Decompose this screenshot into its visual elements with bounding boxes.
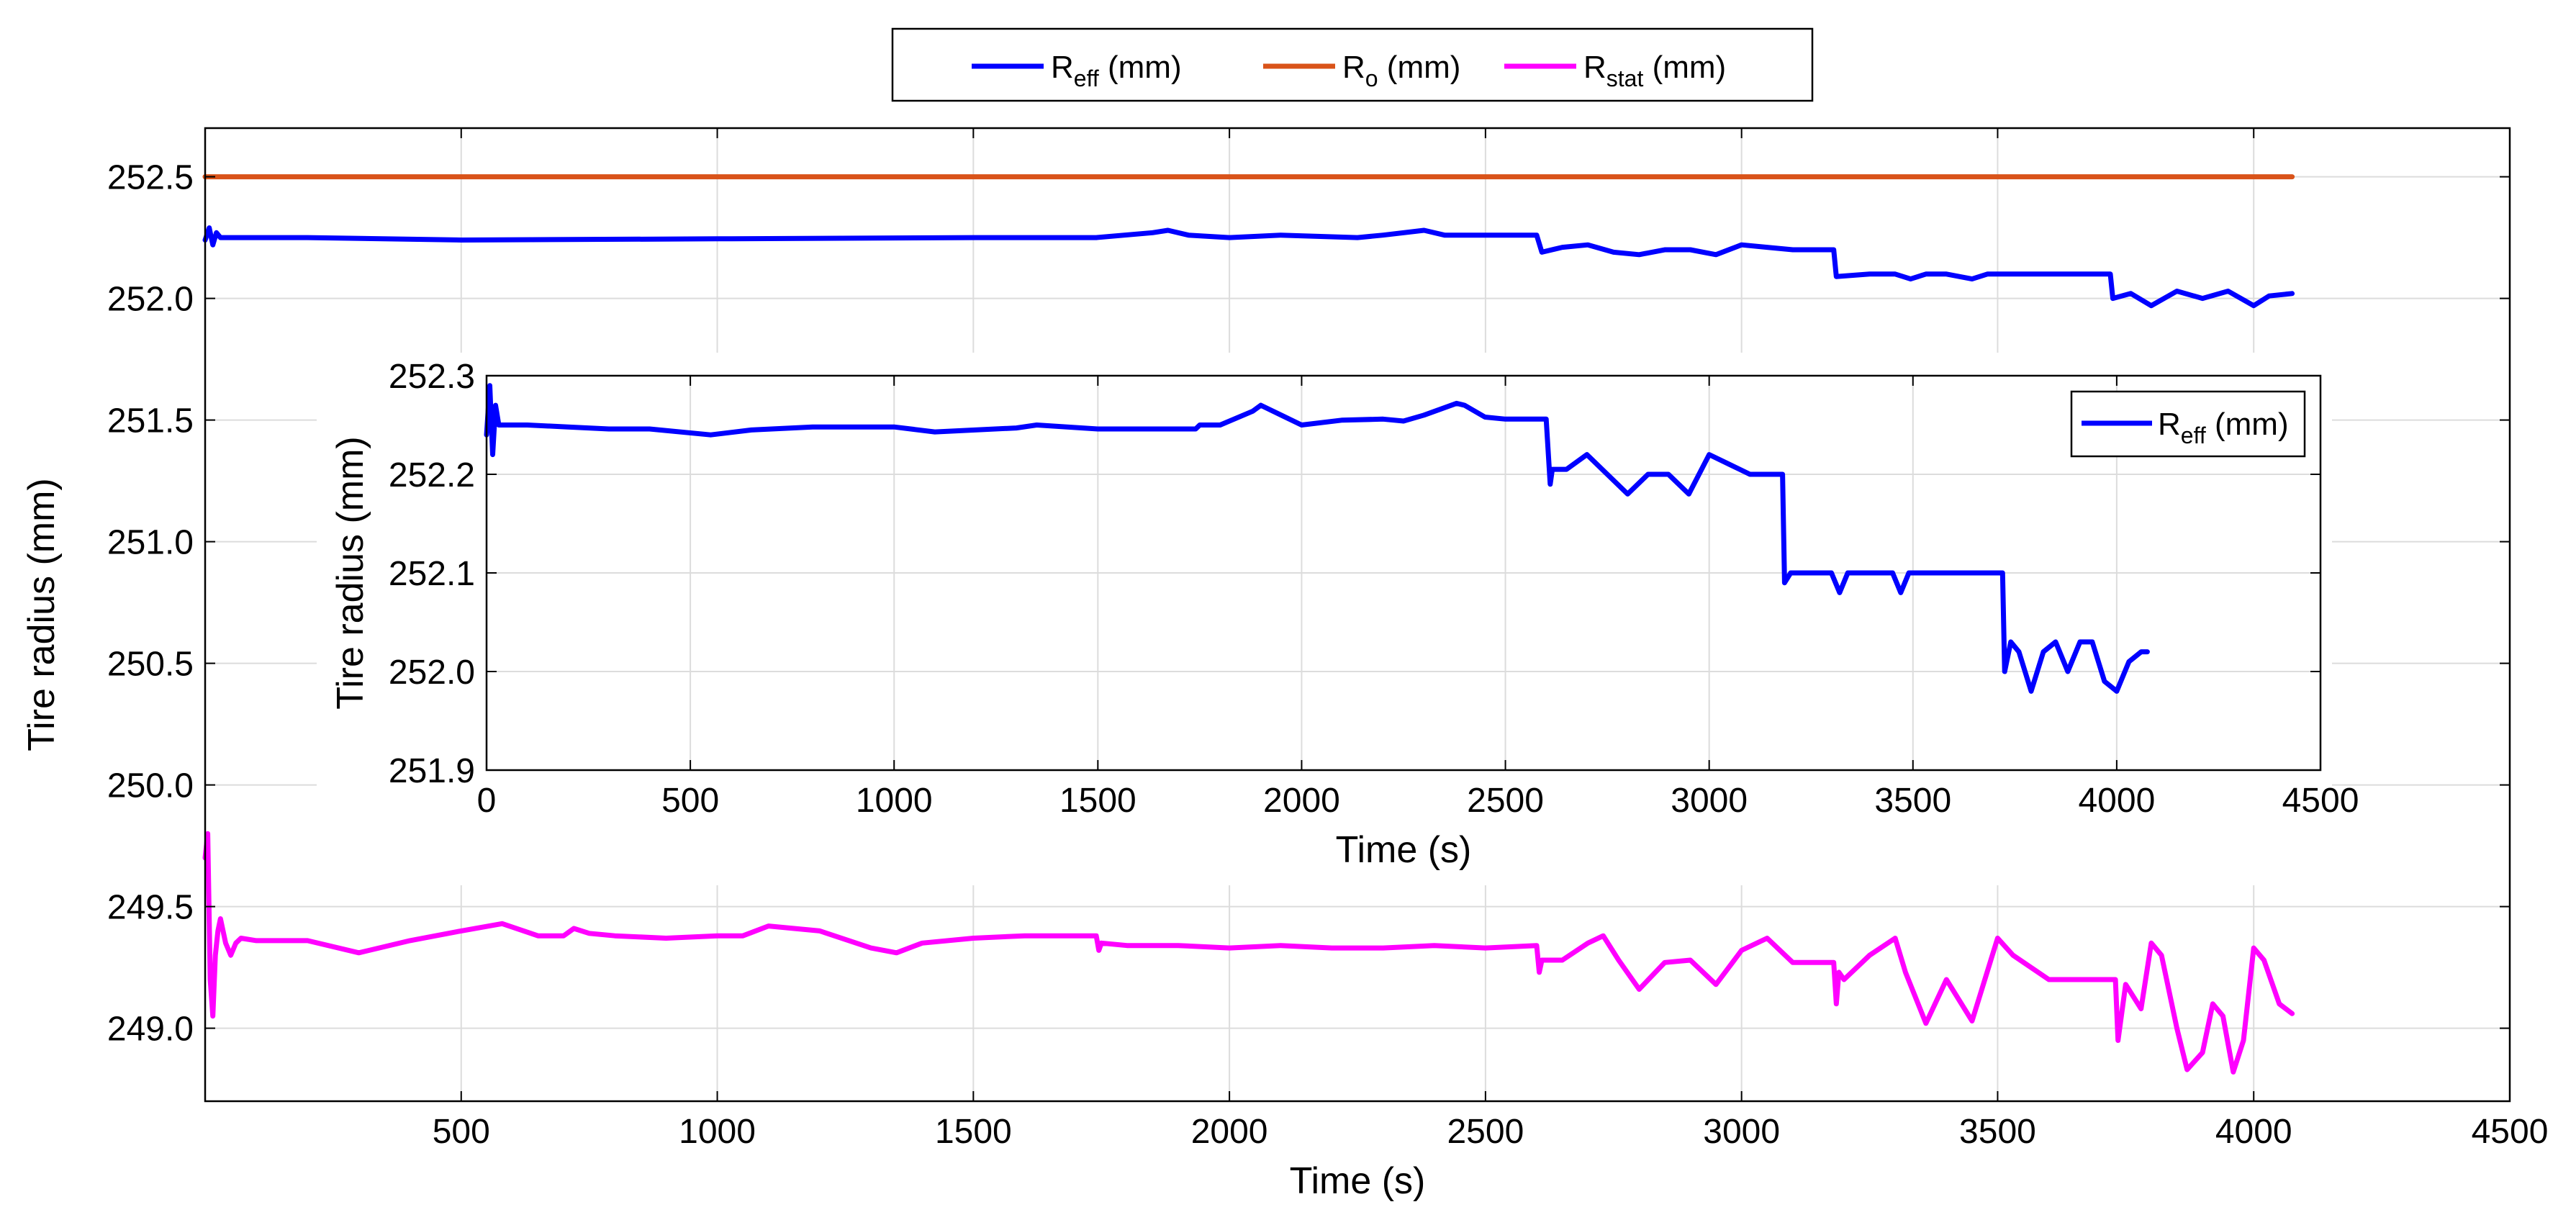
series-line-rstatmm — [202, 831, 2295, 1075]
inset-x-tick-label: 2000 — [1263, 782, 1340, 820]
inset-x-tick-label: 1500 — [1059, 782, 1136, 820]
legend-label-rstatmm-main: R — [1583, 50, 1606, 85]
legend-label-rstatmm: Rstat (mm) — [1583, 50, 1726, 91]
main-y-tick-label: 252.5 — [107, 159, 194, 197]
main-x-tick-label: 3500 — [1959, 1113, 2036, 1151]
inset-y-tick-label: 252.1 — [389, 555, 475, 593]
inset-y-tick-label: 252.3 — [389, 358, 475, 396]
inset-legend: Reff (mm) — [2070, 390, 2306, 458]
main-y-tick-label: 251.5 — [107, 402, 194, 440]
inset-x-axis-label: Time (s) — [1336, 829, 1472, 871]
main-x-axis-label: Time (s) — [1290, 1160, 1426, 1202]
legend-label-reff-unit: (mm) — [2206, 407, 2289, 442]
main-y-tick-label: 251.0 — [107, 524, 194, 562]
inset-x-tick-label: 500 — [661, 782, 719, 820]
main-x-tick-label: 4500 — [2472, 1113, 2549, 1151]
inset-x-tick-label: 2500 — [1467, 782, 1544, 820]
main-x-tick-label: 3000 — [1703, 1113, 1780, 1151]
legend-label-romm-unit: (mm) — [1378, 50, 1461, 85]
legend-label-reffmm: Reff (mm) — [1051, 50, 1182, 91]
inset-y-tick-label: 252.0 — [389, 654, 475, 692]
inset-x-tick-label: 1000 — [856, 782, 933, 820]
main-legend-box — [891, 27, 1814, 102]
inset-chart: 0 500 1000 1500 2000 2500 3000 3500 4000 4500 251.… — [317, 353, 2359, 885]
main-x-tick-label: 1500 — [935, 1113, 1012, 1151]
main-x-tick-label: 500 — [433, 1113, 490, 1151]
main-y-tick-label: 249.5 — [107, 889, 194, 927]
inset-x-tick-label: 4500 — [2282, 782, 2359, 820]
main-y-tick-label: 249.0 — [107, 1011, 194, 1049]
main-y-tick-label: 252.0 — [107, 281, 194, 319]
main-x-tick-label: 2500 — [1447, 1113, 1524, 1151]
inset-y-tick-label: 251.9 — [389, 752, 475, 790]
legend-label-reff: Reff (mm) — [2158, 407, 2289, 448]
inset-x-tick-label: 4000 — [2078, 782, 2155, 820]
series-line-reffmm — [484, 383, 2150, 694]
inset-x-tick-label: 3500 — [1874, 782, 1951, 820]
legend-label-reffmm-unit: (mm) — [1099, 50, 1182, 85]
main-axes-frame — [204, 127, 2511, 1103]
main-y-axis-label: Tire radius (mm) — [21, 478, 63, 751]
main-legend: Reff (mm) Ro (mm) Rstat (mm) — [891, 27, 1814, 102]
legend-label-reffmm-main: R — [1051, 50, 1074, 85]
main-y-tick-label: 250.5 — [107, 646, 194, 684]
legend-label-romm-main: R — [1342, 50, 1365, 85]
legend-label-reffmm-subscript: eff — [1074, 65, 1099, 91]
main-x-tick-label: 1000 — [679, 1113, 756, 1151]
inset-y-tick-label: 252.2 — [389, 456, 475, 494]
main-x-tick-label: 4000 — [2215, 1113, 2292, 1151]
legend-label-romm-subscript: o — [1365, 65, 1378, 91]
legend-label-reff-subscript: eff — [2181, 422, 2206, 448]
legend-label-rstatmm-subscript: stat — [1606, 65, 1644, 91]
legend-label-romm: Ro (mm) — [1342, 50, 1460, 91]
inset-y-axis-label: Tire radius (mm) — [330, 436, 371, 709]
series-line-reffmm — [202, 225, 2295, 309]
legend-label-reff-main: R — [2158, 407, 2181, 442]
main-x-tick-label: 2000 — [1191, 1113, 1268, 1151]
main-y-tick-label: 250.0 — [107, 767, 194, 805]
inset-x-tick-label: 0 — [477, 782, 497, 820]
legend-label-rstatmm-unit: (mm) — [1643, 50, 1726, 85]
inset-x-tick-label: 3000 — [1671, 782, 1748, 820]
